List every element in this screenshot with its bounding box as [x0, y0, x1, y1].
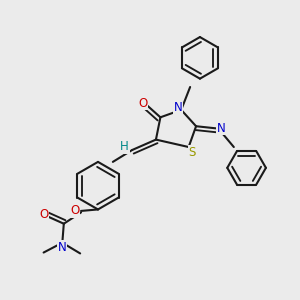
Text: O: O: [39, 208, 48, 221]
Text: O: O: [70, 204, 79, 218]
Text: N: N: [174, 101, 183, 114]
Text: O: O: [138, 97, 148, 110]
Text: N: N: [217, 122, 226, 134]
Text: S: S: [188, 146, 196, 159]
Text: H: H: [120, 140, 129, 153]
Text: N: N: [58, 241, 67, 254]
